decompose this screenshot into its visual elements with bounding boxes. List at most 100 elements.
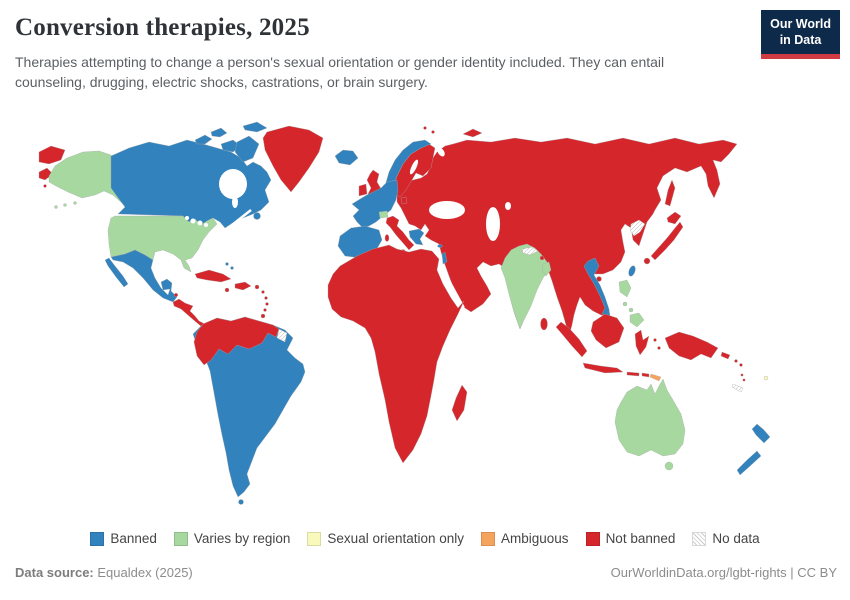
country-sumatra[interactable] [555, 321, 588, 358]
country-bangladesh[interactable] [541, 261, 552, 277]
country-philippines[interactable] [618, 279, 632, 298]
country-timor-leste[interactable] [649, 373, 662, 382]
country-belize[interactable] [174, 293, 178, 297]
country-nepal[interactable] [521, 246, 539, 256]
country-philippines[interactable] [622, 301, 628, 307]
legend-item-varies[interactable]: Varies by region [173, 531, 290, 546]
country-north-korea[interactable] [629, 219, 646, 237]
hudson-bay [219, 169, 247, 199]
country-moluccas[interactable] [653, 338, 657, 342]
country-switzerland[interactable] [378, 210, 389, 219]
country-israel[interactable] [441, 251, 448, 265]
legend-label-ambiguous: Ambiguous [501, 531, 569, 546]
country-northern-south-america[interactable] [193, 316, 280, 366]
great-lakes [204, 223, 208, 227]
country-lesser-sunda[interactable] [626, 371, 640, 377]
country-puerto-rico[interactable] [254, 284, 260, 290]
country-arctic-islands[interactable] [242, 121, 268, 133]
country-cyprus[interactable] [437, 244, 443, 248]
owid-logo[interactable]: Our World in Data [761, 10, 840, 59]
legend-item-so_only[interactable]: Sexual orientation only [307, 531, 464, 546]
country-jamaica[interactable] [224, 287, 230, 293]
country-hispaniola[interactable] [234, 281, 252, 291]
legend-item-not_banned[interactable]: Not banned [585, 531, 675, 546]
gulf-of-bothnia [409, 159, 419, 175]
st-lawrence [231, 209, 252, 226]
legend-swatch-not_banned [585, 531, 600, 546]
country-borneo[interactable] [590, 313, 625, 349]
country-lesser-sunda[interactable] [641, 372, 650, 378]
country-lesser-antilles[interactable] [261, 290, 265, 294]
country-new-zealand-south[interactable] [736, 450, 762, 476]
country-new-guinea[interactable] [664, 331, 719, 361]
caspian-sea [486, 207, 500, 241]
country-novaya-zemlya[interactable] [462, 128, 483, 138]
country-africa[interactable] [327, 244, 465, 464]
great-lakes [197, 220, 203, 226]
black-sea [429, 201, 465, 219]
country-mexico[interactable] [110, 249, 178, 303]
country-vanuatu[interactable] [740, 373, 744, 377]
country-new-caledonia[interactable] [731, 383, 744, 393]
country-bahamas[interactable] [230, 266, 234, 270]
country-south-america[interactable] [192, 316, 306, 498]
country-lesser-antilles[interactable] [260, 313, 266, 319]
country-bahamas[interactable] [225, 262, 229, 266]
legend-item-no_data[interactable]: No data [692, 531, 760, 546]
country-fiji[interactable] [763, 375, 769, 381]
legend-swatch-varies [173, 531, 188, 546]
credit-link[interactable]: OurWorldinData.org/lgbt-rights | CC BY [610, 565, 837, 580]
country-sardinia[interactable] [384, 234, 390, 242]
legend-item-banned[interactable]: Banned [90, 531, 157, 546]
country-denmark[interactable] [400, 196, 408, 205]
country-java[interactable] [582, 362, 624, 374]
country-australia[interactable] [614, 378, 686, 457]
country-japan-hokkaido[interactable] [666, 211, 682, 225]
country-philippines[interactable] [628, 307, 634, 313]
country-aleutians[interactable] [63, 203, 67, 207]
country-philippines[interactable] [629, 312, 645, 328]
country-svalbard[interactable] [431, 130, 435, 134]
country-new-zealand-north[interactable] [751, 423, 771, 444]
country-baffin[interactable] [234, 135, 260, 163]
country-japan-honshu[interactable] [650, 221, 684, 261]
country-lesser-antilles[interactable] [265, 302, 269, 306]
country-sulawesi[interactable] [634, 329, 650, 356]
country-greenland[interactable] [262, 125, 324, 193]
country-tasmania[interactable] [664, 461, 674, 471]
country-japan-kyushu[interactable] [643, 257, 651, 265]
country-aleutians[interactable] [73, 201, 77, 205]
country-ireland[interactable] [358, 183, 368, 197]
country-sri-lanka[interactable] [540, 317, 548, 331]
country-chukotka[interactable] [43, 184, 47, 188]
country-new-britain[interactable] [720, 351, 731, 360]
country-suriname[interactable] [276, 328, 288, 343]
country-vanuatu[interactable] [742, 378, 746, 382]
country-norway[interactable] [384, 139, 432, 189]
country-arctic-islands[interactable] [210, 127, 228, 138]
world-map-svg[interactable] [35, 118, 815, 520]
country-iceland[interactable] [334, 149, 359, 166]
country-western-europe[interactable] [351, 179, 399, 229]
country-chukotka[interactable] [38, 145, 66, 165]
country-solomon-islands[interactable] [734, 359, 738, 363]
country-lesser-antilles[interactable] [263, 308, 267, 312]
country-italy[interactable] [385, 215, 415, 251]
country-cuba[interactable] [194, 269, 232, 283]
country-aleutians[interactable] [54, 205, 58, 209]
country-svalbard[interactable] [423, 126, 427, 130]
country-arctic-islands[interactable] [194, 134, 213, 145]
country-lesser-antilles[interactable] [264, 296, 268, 300]
country-tierra-del-fuego[interactable] [238, 499, 244, 505]
country-taiwan[interactable] [627, 265, 636, 277]
country-bhutan[interactable] [539, 255, 545, 261]
country-greece[interactable] [408, 228, 425, 246]
country-sakhalin[interactable] [664, 179, 676, 207]
country-newfoundland[interactable] [253, 212, 261, 220]
country-mexico[interactable] [104, 257, 129, 288]
country-madagascar[interactable] [451, 384, 468, 422]
country-solomon-islands[interactable] [739, 363, 743, 367]
country-moluccas[interactable] [657, 346, 661, 350]
legend-item-ambiguous[interactable]: Ambiguous [481, 531, 569, 546]
legend-swatch-no_data [692, 531, 707, 546]
